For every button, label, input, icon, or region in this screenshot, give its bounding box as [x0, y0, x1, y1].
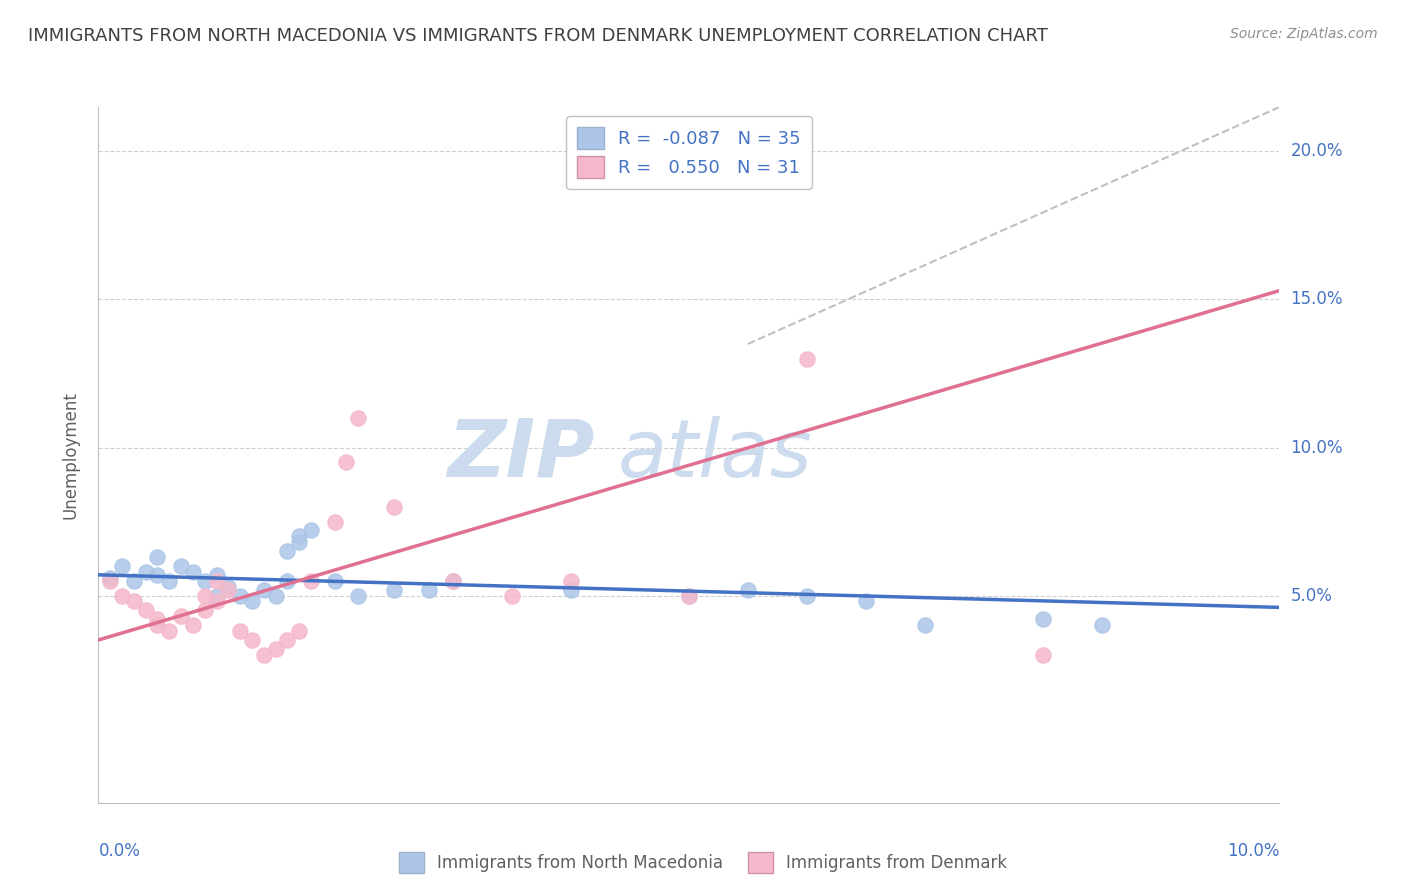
Point: [276, 574, 298, 588]
Point: [276, 544, 298, 558]
Point: [299, 524, 322, 538]
Point: [796, 589, 818, 603]
Text: 10.0%: 10.0%: [1291, 439, 1343, 457]
Point: [217, 582, 239, 597]
Legend: Immigrants from North Macedonia, Immigrants from Denmark: Immigrants from North Macedonia, Immigra…: [392, 846, 1014, 880]
Text: 10.0%: 10.0%: [1227, 842, 1279, 860]
Point: [122, 574, 145, 588]
Legend: R =  -0.087   N = 35, R =   0.550   N = 31: R = -0.087 N = 35, R = 0.550 N = 31: [567, 116, 811, 189]
Text: 5.0%: 5.0%: [1291, 587, 1333, 605]
Text: ZIP: ZIP: [447, 416, 595, 494]
Y-axis label: Unemployment: Unemployment: [62, 391, 80, 519]
Text: Source: ZipAtlas.com: Source: ZipAtlas.com: [1230, 27, 1378, 41]
Point: [382, 582, 405, 597]
Point: [135, 565, 157, 579]
Point: [855, 594, 877, 608]
Point: [914, 618, 936, 632]
Point: [253, 582, 276, 597]
Point: [98, 574, 121, 588]
Point: [170, 558, 193, 573]
Point: [678, 589, 700, 603]
Point: [678, 589, 700, 603]
Point: [737, 582, 759, 597]
Point: [157, 624, 180, 638]
Point: [229, 589, 252, 603]
Point: [288, 535, 311, 549]
Point: [1032, 612, 1054, 626]
Point: [194, 589, 217, 603]
Point: [335, 455, 357, 469]
Point: [194, 574, 217, 588]
Point: [441, 574, 464, 588]
Point: [181, 618, 204, 632]
Point: [146, 618, 169, 632]
Text: 0.0%: 0.0%: [98, 842, 141, 860]
Point: [323, 574, 346, 588]
Point: [288, 529, 311, 543]
Point: [135, 603, 157, 617]
Point: [347, 589, 370, 603]
Point: [240, 594, 263, 608]
Point: [560, 574, 582, 588]
Point: [418, 582, 440, 597]
Point: [323, 515, 346, 529]
Point: [264, 589, 287, 603]
Point: [98, 571, 121, 585]
Point: [205, 594, 228, 608]
Point: [1091, 618, 1114, 632]
Point: [194, 603, 217, 617]
Text: 15.0%: 15.0%: [1291, 291, 1343, 309]
Point: [217, 580, 239, 594]
Point: [796, 351, 818, 366]
Point: [146, 612, 169, 626]
Point: [382, 500, 405, 514]
Point: [122, 594, 145, 608]
Point: [111, 589, 134, 603]
Point: [146, 567, 169, 582]
Point: [229, 624, 252, 638]
Point: [170, 609, 193, 624]
Text: atlas: atlas: [619, 416, 813, 494]
Point: [288, 624, 311, 638]
Point: [253, 648, 276, 662]
Point: [146, 550, 169, 565]
Point: [441, 574, 464, 588]
Text: 20.0%: 20.0%: [1291, 143, 1343, 161]
Point: [347, 411, 370, 425]
Point: [157, 574, 180, 588]
Point: [205, 589, 228, 603]
Point: [560, 582, 582, 597]
Point: [501, 589, 523, 603]
Point: [264, 641, 287, 656]
Point: [276, 632, 298, 647]
Text: IMMIGRANTS FROM NORTH MACEDONIA VS IMMIGRANTS FROM DENMARK UNEMPLOYMENT CORRELAT: IMMIGRANTS FROM NORTH MACEDONIA VS IMMIG…: [28, 27, 1047, 45]
Point: [240, 632, 263, 647]
Point: [111, 558, 134, 573]
Point: [205, 567, 228, 582]
Point: [299, 574, 322, 588]
Point: [181, 565, 204, 579]
Point: [1032, 648, 1054, 662]
Point: [205, 574, 228, 588]
